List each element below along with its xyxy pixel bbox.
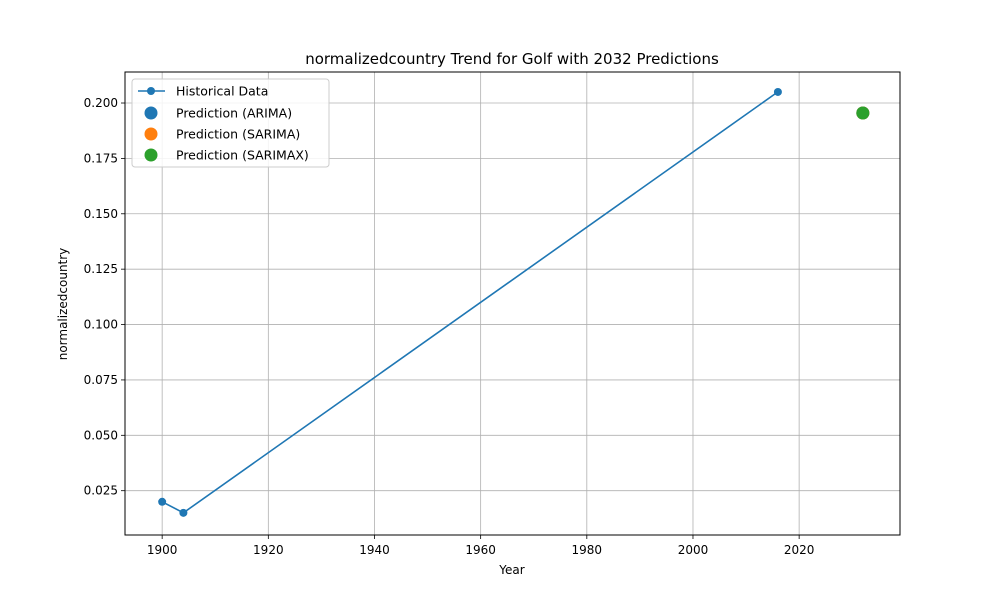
x-axis-title: Year bbox=[498, 563, 524, 577]
legend-label: Prediction (SARIMAX) bbox=[176, 148, 309, 163]
y-tick-label: 0.200 bbox=[84, 96, 118, 110]
y-tick-label: 0.050 bbox=[84, 428, 118, 442]
plot-frame bbox=[124, 71, 901, 536]
legend: Historical Data Prediction (ARIMA) Predict… bbox=[131, 78, 330, 168]
grid bbox=[125, 72, 900, 535]
x-tick-label: 2020 bbox=[784, 543, 815, 557]
x-tick-label: 2000 bbox=[678, 543, 709, 557]
y-axis: 0.025 0.050 0.075 0.100 0.125 0.150 0.175 0.200 bbox=[84, 96, 125, 498]
y-tick-label: 0.025 bbox=[84, 484, 118, 498]
legend-marker-swatch bbox=[144, 127, 158, 141]
legend-marker-swatch bbox=[144, 106, 158, 120]
historical-data-point bbox=[773, 87, 782, 96]
prediction-point-sarimax bbox=[856, 106, 870, 120]
chart-title: normalizedcountry Trend for Golf with 20… bbox=[305, 50, 719, 68]
legend-label: Prediction (ARIMA) bbox=[176, 106, 292, 121]
y-tick-label: 0.125 bbox=[84, 262, 118, 276]
y-tick-label: 0.075 bbox=[84, 373, 118, 387]
x-tick-label: 1960 bbox=[465, 543, 496, 557]
historical-data-point bbox=[158, 497, 167, 506]
x-tick-label: 1920 bbox=[253, 543, 284, 557]
legend-box bbox=[131, 78, 330, 168]
x-tick-label: 1900 bbox=[147, 543, 178, 557]
historical-data-point bbox=[179, 508, 188, 517]
y-tick-label: 0.150 bbox=[84, 207, 118, 221]
y-tick-label: 0.175 bbox=[84, 151, 118, 165]
y-tick-label: 0.100 bbox=[84, 318, 118, 332]
series-layer bbox=[158, 87, 870, 517]
legend-label: Prediction (SARIMA) bbox=[176, 127, 300, 142]
x-tick-label: 1980 bbox=[572, 543, 603, 557]
legend-marker-swatch bbox=[147, 87, 155, 95]
legend-label: Historical Data bbox=[176, 84, 268, 99]
y-axis-title: normalizedcountry bbox=[56, 248, 70, 361]
legend-marker-swatch bbox=[144, 148, 158, 162]
x-tick-label: 1940 bbox=[359, 543, 390, 557]
x-axis: 1900 1920 1940 1960 1980 2000 2020 bbox=[147, 535, 815, 557]
